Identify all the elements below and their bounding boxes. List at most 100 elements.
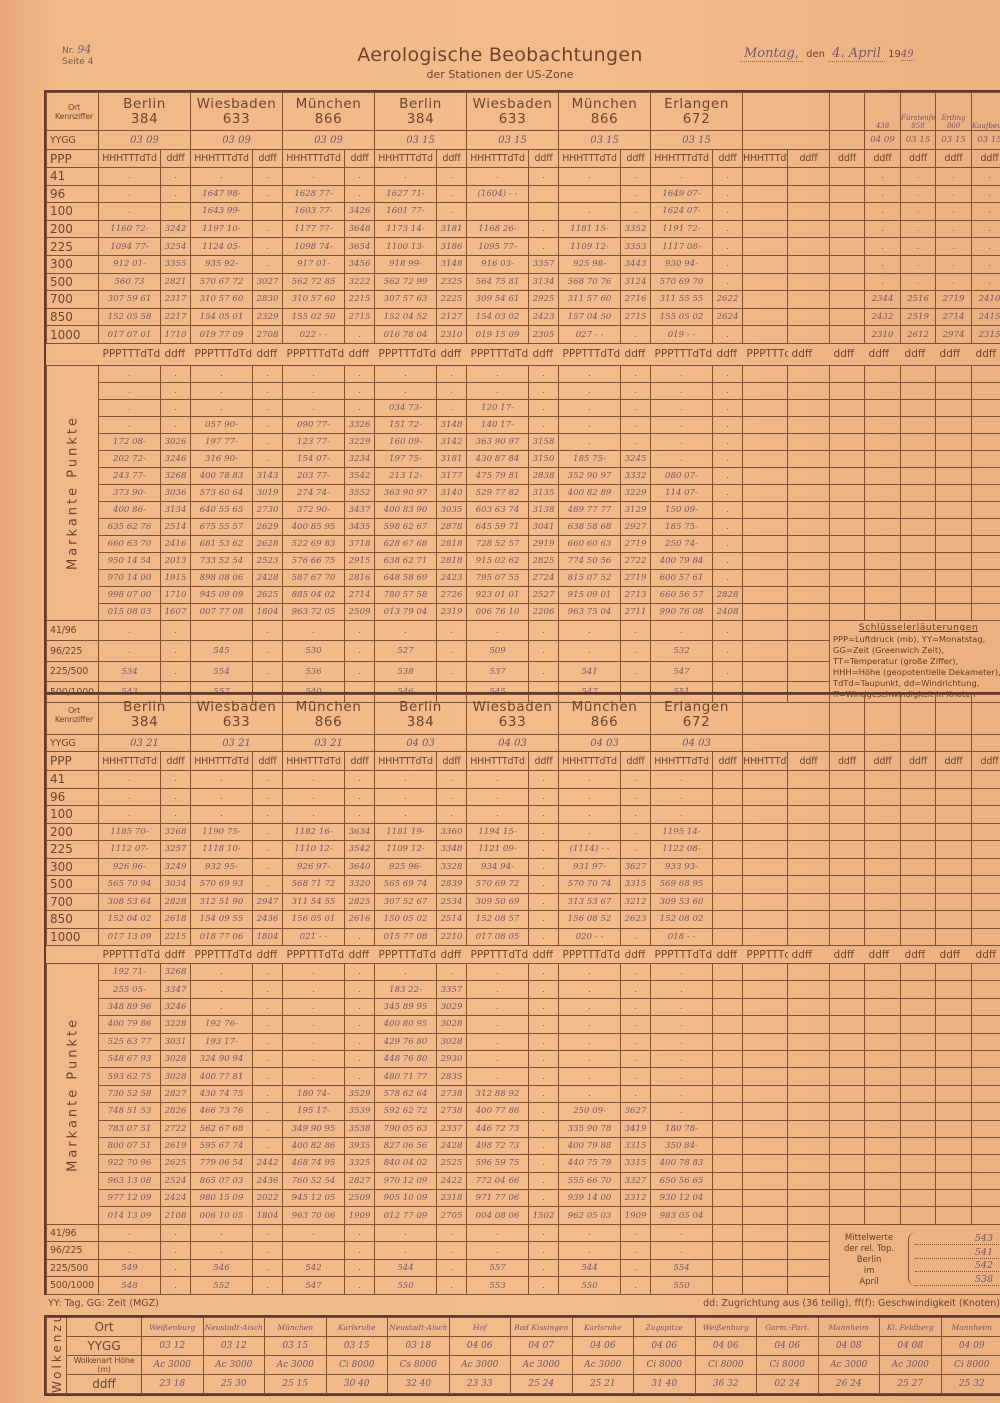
hhh-value: . [374,962,438,982]
ddff-value: 2830 [251,290,284,309]
ddff-value: . [251,840,284,859]
thickness-value: . [712,619,744,642]
hhh-value: . [98,787,161,806]
ddff-value: . [160,398,191,417]
ddff-value: 2715 [344,307,376,327]
hhh-value: 019 77 09 [190,325,253,344]
table-row: 950 14 54 2013 733 52 54 2523 576 66 75 2915 6… [47,551,1000,570]
hhh-value: . [374,805,438,824]
hhh-value: 780 57 58 [374,585,438,604]
empty-cell [742,857,789,876]
ddff-value: . [620,1084,652,1104]
ddff-value: 3357 [528,254,560,274]
hhh-value: (1604) - - [466,184,530,204]
ddff-value: 2623 [620,910,652,929]
hhh-value: 990 76 08 [650,602,714,621]
observation-table-2: Ort Kennziffer Berlin 384 Wiesbaden 633 Münch… [44,692,1000,1295]
ddff-value: 2524 [160,1171,191,1191]
hhh-value: 565 69 74 [374,875,438,894]
empty-cell [900,997,937,1017]
mittelwerte-value: 538 [915,1274,1000,1286]
empty-cell [829,585,866,604]
hhh-value: . [650,962,714,982]
empty-cell [900,432,937,451]
hhh-value: 681 53 62 [190,534,253,553]
empty-cell [971,1189,1000,1208]
table-row: 850 152 04 02 2618 154 09 55 2436 156 05 01 26… [46,910,1000,929]
ddff-value: 3029 [436,997,468,1017]
ddff-value: . [712,500,744,519]
empty-cell [787,1171,831,1191]
empty-cell [829,432,866,451]
hhh-value: 335 90 78 [558,1119,622,1138]
ddff-value: 1502 [528,1206,560,1225]
empty-cell [900,381,937,400]
empty-cell [900,1189,937,1208]
ddff-value: 3315 [620,1154,652,1173]
hhh-value: 779 06 54 [190,1154,253,1173]
thickness-value: . [528,1258,560,1278]
hhh-value: . [98,398,161,417]
empty-cell [971,500,1000,519]
ddff-value: 2713 [620,585,652,604]
wolkenzug-yygg: 03 12 [202,1336,265,1356]
hhh-value: 180 78- [650,1119,714,1138]
empty-cell [864,466,902,485]
hhh-value: 172 08- [98,432,161,451]
empty-cell [829,1136,866,1156]
station-code: 866 [314,713,343,730]
wolkenzug-yygg: 04 09 [940,1336,1000,1356]
hhh-value: 151 72- [374,415,438,434]
hhh-value: . [466,1049,530,1069]
station-code: 384 [130,713,159,730]
hhh-value: 970 14 00 [98,568,161,587]
hhh-value: 592 62 72 [374,1102,438,1121]
ppp-column-header: PPPTTTdTd [98,342,161,366]
hhh-value: 185 75- [558,449,622,468]
extra-ddff-value [829,167,866,186]
empty-cell [787,202,831,221]
hhh-column-header: HHHTTTdTd [190,149,253,168]
hhh-column-header: HHHTTTdTd [466,751,530,771]
hhh-value: 1098 74- [282,237,346,256]
ddff-value: 3627 [620,857,652,876]
empty-cell [742,927,789,946]
hhh-column-header: HHHTTTdTd [558,149,622,168]
empty-cell [742,202,789,221]
empty-cell [787,1067,831,1086]
empty-cell [971,1136,1000,1156]
mittelwerte-box: Mittelwerte der rel. Top. Berlin im April 543… [829,1223,1000,1295]
ddff-value [712,805,744,824]
wolkenzug-ddff: 23 18 [141,1374,204,1394]
ddff-value: 2509 [344,1189,376,1208]
empty-cell [829,398,866,417]
hhh-value: 152 04 52 [374,307,438,327]
ddff-value: 2825 [528,551,560,570]
hhh-value: 529 77 82 [466,483,530,502]
table-row: Wolkenzug Ort Weißenburg Neustadt-Aisch Münc… [46,1317,1000,1394]
hhh-column-header: HHHTTTdTd [282,751,346,771]
ddff-value: . [528,219,560,239]
ddff-value: . [436,962,468,982]
ddff-value: . [620,787,652,806]
empty-cell [829,1049,866,1069]
table-row: 96/225.. 545. 530. 527. 509... 532. [46,640,1000,662]
thickness-value: 550 [558,1276,622,1295]
ddff-value: 3228 [160,1015,191,1034]
ddff-column-header: ddff [620,149,652,168]
empty-cell [787,237,831,256]
table-row: .............. [47,381,1000,400]
empty-cell [787,483,831,502]
station-name: Berlin [123,698,166,715]
ddff-value: . [528,1136,560,1156]
ddff-value: 2329 [251,307,284,327]
empty-cell [829,602,866,621]
ddff-value: . [436,167,468,186]
hhh-value: 197 77- [190,432,253,451]
empty-cell [787,449,831,468]
hhh-value: 963 75 04 [558,602,622,621]
hhh-value: 596 59 75 [466,1154,530,1173]
ddff-value: 3538 [344,1119,376,1138]
empty-cell [864,1015,902,1034]
